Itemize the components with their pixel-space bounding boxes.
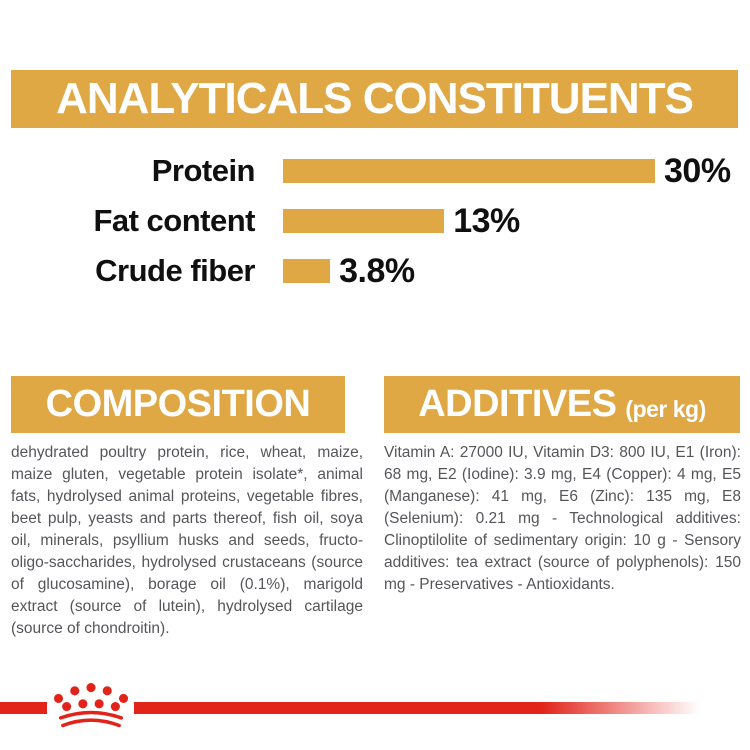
chart-value-label: 3.8% (339, 251, 415, 290)
additives-body: Vitamin A: 27000 IU, Vitamin D3: 800 IU,… (384, 444, 741, 593)
footer-stripe-left (0, 702, 47, 714)
chart-category-label: Protein (151, 153, 256, 188)
composition-title: COMPOSITION (45, 383, 311, 425)
chart-value-label: 30% (664, 151, 731, 190)
chart-category-label: Crude fiber (95, 253, 255, 288)
chart-bar (283, 159, 655, 183)
footer-stripe-right (134, 702, 700, 714)
chart-bar (283, 259, 331, 283)
composition-banner: COMPOSITION (11, 376, 345, 433)
chart-bar (283, 209, 445, 233)
additives-title: ADDITIVES (418, 383, 617, 425)
chart-row: Fat content 13% (0, 196, 750, 246)
bar-chart: Protein 30% Fat content 13% Crude fiber 3.8% (0, 146, 750, 296)
chart-row: Crude fiber 3.8% (0, 246, 750, 296)
chart-value-label: 13% (453, 201, 520, 240)
chart-category-label: Fat content (93, 203, 255, 238)
chart-row: Protein 30% (0, 146, 750, 196)
additives-banner: ADDITIVES (per kg) (384, 376, 740, 433)
analytical-constituents-banner: ANALYTICALS CONSTITUENTS (11, 70, 738, 128)
analytical-constituents-title: ANALYTICALS CONSTITUENTS (56, 74, 694, 123)
composition-body: dehydrated poultry protein, rice, wheat,… (11, 444, 363, 637)
additives-title-suffix: (per kg) (625, 396, 706, 422)
royal-canin-crown-logo-icon (53, 683, 129, 728)
